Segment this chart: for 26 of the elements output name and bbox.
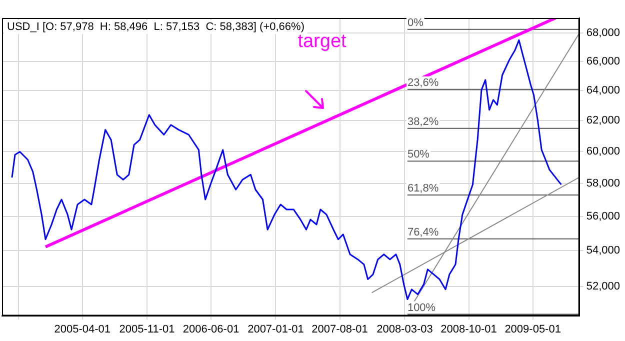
y-tick-label: 60,000 <box>586 145 620 158</box>
y-tick-label: 62,000 <box>586 114 620 126</box>
series-label: 50% <box>407 148 430 161</box>
series-label: 76,4% <box>407 226 439 238</box>
y-tick-label: 58,000 <box>586 177 620 190</box>
y-tick-label: 56,000 <box>586 210 620 222</box>
series-label: 61,8% <box>407 182 439 195</box>
annotation: target <box>298 31 348 52</box>
y-tick-label: 64,000 <box>586 84 620 96</box>
x-tick-label: 2008-03-03 <box>376 323 433 336</box>
series-label: 38,2% <box>407 116 439 128</box>
series-label: 0% <box>407 16 424 29</box>
series-label: 23,6% <box>407 76 439 89</box>
y-tick-label: 52,000 <box>586 280 620 292</box>
series-label: 100% <box>407 302 436 314</box>
y-tick-label: 68,000 <box>586 27 620 40</box>
x-tick-label: 2009-05-01 <box>504 323 561 336</box>
x-tick-label: 2005-11-01 <box>119 323 175 336</box>
y-tick-label: 54,000 <box>586 244 620 257</box>
chart-title: USD_I [O: 57,978 H: 58,496 L: 57,153 C: 58,383] (+0,66%) <box>7 21 304 34</box>
x-tick-label: 2008-10-01 <box>440 323 497 336</box>
y-tick-label: 66,000 <box>586 55 620 68</box>
x-tick-label: 2007-08-01 <box>312 323 368 336</box>
x-tick-label: 2005-04-01 <box>54 323 111 336</box>
x-tick-label: 2006-06-01 <box>182 323 240 336</box>
x-tick-label: 2007-01-01 <box>248 323 304 336</box>
